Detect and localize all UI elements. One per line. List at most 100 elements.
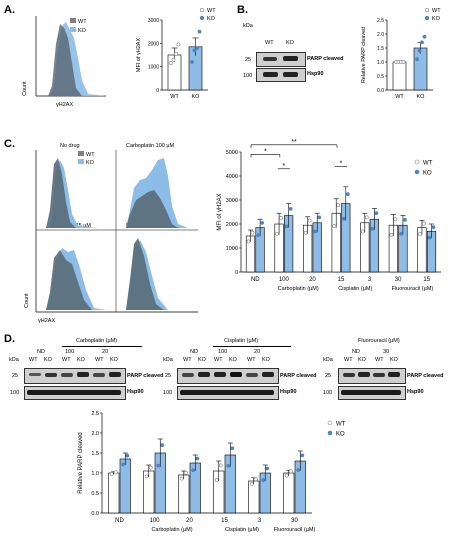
data-point [195,456,200,461]
y-tick-label: 0.5 [377,74,384,80]
data-point [374,211,379,216]
marker-100: 100 [243,73,253,79]
data-point [345,192,350,197]
data-point [246,239,251,244]
y-tick-label: 2.0 [377,32,384,38]
legend-wt-label: WT [207,8,216,14]
panel-label-a: A. [4,4,15,16]
data-point [218,463,223,468]
y-tick-label: 2.5 [377,18,384,24]
x-tick-label: 3 [258,518,262,524]
bar [283,472,295,514]
y-tick-label: 5000 [226,150,238,156]
wt-histogram [36,24,82,96]
data-point [275,231,279,236]
data-point [370,227,375,231]
data-point [253,477,258,482]
blot1-nd: ND [37,349,45,355]
panel-d-bar-chart: 0.0 0.5 1.0 1.5 2.0 2.5 ND 100 20 15 3 30 Carboplati… [78,411,346,533]
data-point [332,224,337,229]
blot2-parp-row [177,368,279,384]
blot2-hsp90-row [177,386,279,400]
data-point [403,217,407,222]
data-point [109,472,114,476]
data-point [125,453,130,458]
data-point [418,232,422,236]
y-axis-label: MFI of γH2AX [136,38,142,73]
x-tick-label: 30 [291,518,298,524]
y-tick-label: 2000 [148,41,159,47]
group-label: Cisplatin (µM) [338,286,372,292]
legend-wt-label: WT [78,19,87,25]
data-point [179,476,184,481]
legend-ko-marker [424,15,430,21]
x-tick-label: KO [417,94,426,100]
x-tick-label: 15 [221,518,228,524]
x-tick-label: ND [115,518,124,524]
significance-label: * [282,163,285,170]
lane-ko-label: KO [286,40,294,46]
data-point [303,230,308,235]
data-point [191,468,196,473]
bar [392,61,407,91]
data-point [169,61,173,66]
data-point [313,229,318,234]
bar [413,47,428,91]
hist-x-label-c: γH2AX [38,318,55,324]
data-point [284,224,289,229]
panel-c-bar-chart: 0 1000 2000 3000 4000 5000 ND 100 20 15 3 30 15 Carbo… [217,139,441,292]
marker-25: 25 [245,57,252,63]
blot2-header: Cisplatin (µM) [224,338,259,344]
bar [178,474,190,514]
data-point [284,473,289,478]
legend-ko-marker [199,15,205,21]
data-point [422,34,427,39]
data-point [192,48,197,53]
x-tick-label: KO [192,94,201,100]
band-label-parp: PARP cleaved [307,56,344,62]
legend-ko-label: KO [423,171,432,177]
y-tick-label: 0.0 [377,88,384,94]
kda-label: kDa [243,23,253,29]
blot3-hsp90-row [338,386,406,400]
legend-wt-marker [414,159,420,165]
band-label-hsp90: Hsp90 [307,71,324,77]
data-point [288,206,293,211]
hist-x-label: γH2AX [56,102,73,108]
y-tick-label: 0 [235,270,238,276]
data-point [171,57,176,62]
legend-wt-label: WT [423,161,433,167]
data-point [121,462,126,467]
group-label: Carboplatin (µM) [278,286,319,292]
hist-y-label-c: Count [24,293,30,308]
group-label: Carboplatin (µM) [151,527,192,533]
significance-label: * [264,148,267,155]
x-tick-label: 100 [279,277,290,283]
data-point [360,229,365,234]
data-point [431,225,436,230]
data-point [144,474,149,479]
blot3-parp-row [338,368,406,384]
data-point [389,233,394,237]
y-axis-label: Relative PARP cleaved [78,432,84,493]
y-tick-label: 3000 [148,18,159,24]
legend-wt-marker [424,7,430,13]
y-axis-label: MFI of γH2AX [217,193,223,230]
data-point [265,466,270,471]
x-tick-label: WT [395,94,404,100]
data-point [148,465,153,470]
y-tick-label: 1.5 [91,451,99,457]
data-point [160,443,165,448]
x-tick-label: 3 [368,277,372,283]
data-point [417,48,422,53]
panel-label-c: C. [4,138,15,150]
data-point [214,478,219,482]
legend-ko-marker [414,169,420,175]
data-point [401,60,406,64]
significance-label: * [340,160,343,167]
y-tick-label: 1.0 [377,60,384,66]
data-point [256,233,260,238]
data-point [420,40,424,45]
group-label: Fluorouracil (µM) [274,527,316,533]
blot1-parp-row [24,368,126,384]
